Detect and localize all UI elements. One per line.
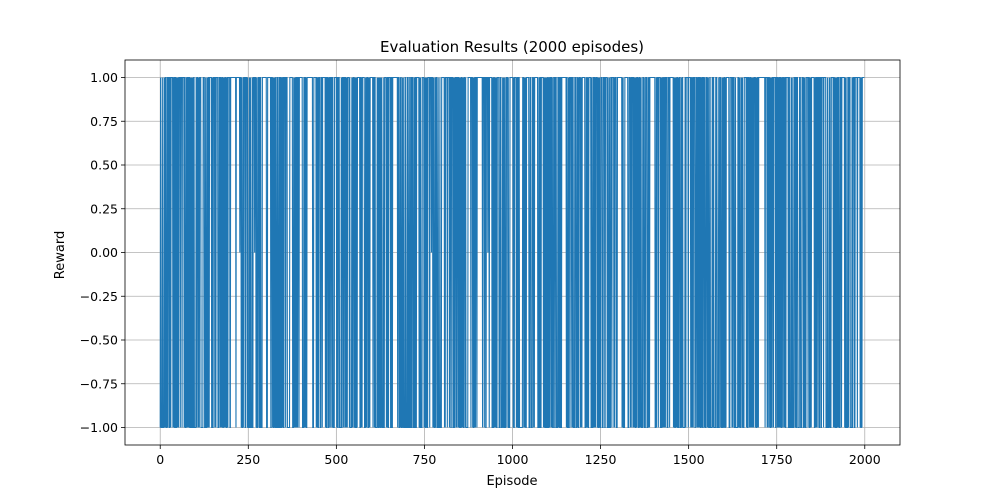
x-tick-label: 2000 (849, 452, 881, 467)
y-tick-label: 0.50 (90, 158, 118, 173)
x-tick-label: 750 (413, 452, 437, 467)
ticks-layer: 0 250 500 750 1000 1250 1500 1750 2000 −1.00 −0.75… (80, 70, 881, 467)
x-tick-label: 1250 (585, 452, 617, 467)
y-tick-label: 0.75 (90, 114, 118, 129)
y-tick-label: −0.50 (80, 333, 118, 348)
x-tick-label: 1750 (761, 452, 793, 467)
y-tick-label: −0.25 (80, 289, 118, 304)
y-tick-label: −1.00 (80, 420, 118, 435)
y-tick-label: −0.75 (80, 376, 118, 391)
chart-title: Evaluation Results (2000 episodes) (380, 38, 644, 56)
series-layer (159, 76, 865, 429)
x-axis-label: Episode (486, 474, 537, 489)
x-tick-label: 500 (324, 452, 348, 467)
y-tick-label: 0.25 (90, 201, 118, 216)
x-tick-label: 1000 (497, 452, 529, 467)
y-tick-label: 0.00 (90, 245, 118, 260)
x-tick-label: 250 (236, 452, 260, 467)
y-tick-label: 1.00 (90, 70, 118, 85)
x-tick-label: 0 (156, 452, 164, 467)
x-tick-label: 1500 (673, 452, 705, 467)
reward-series-line (159, 76, 865, 429)
y-axis-label: Reward (53, 231, 68, 279)
